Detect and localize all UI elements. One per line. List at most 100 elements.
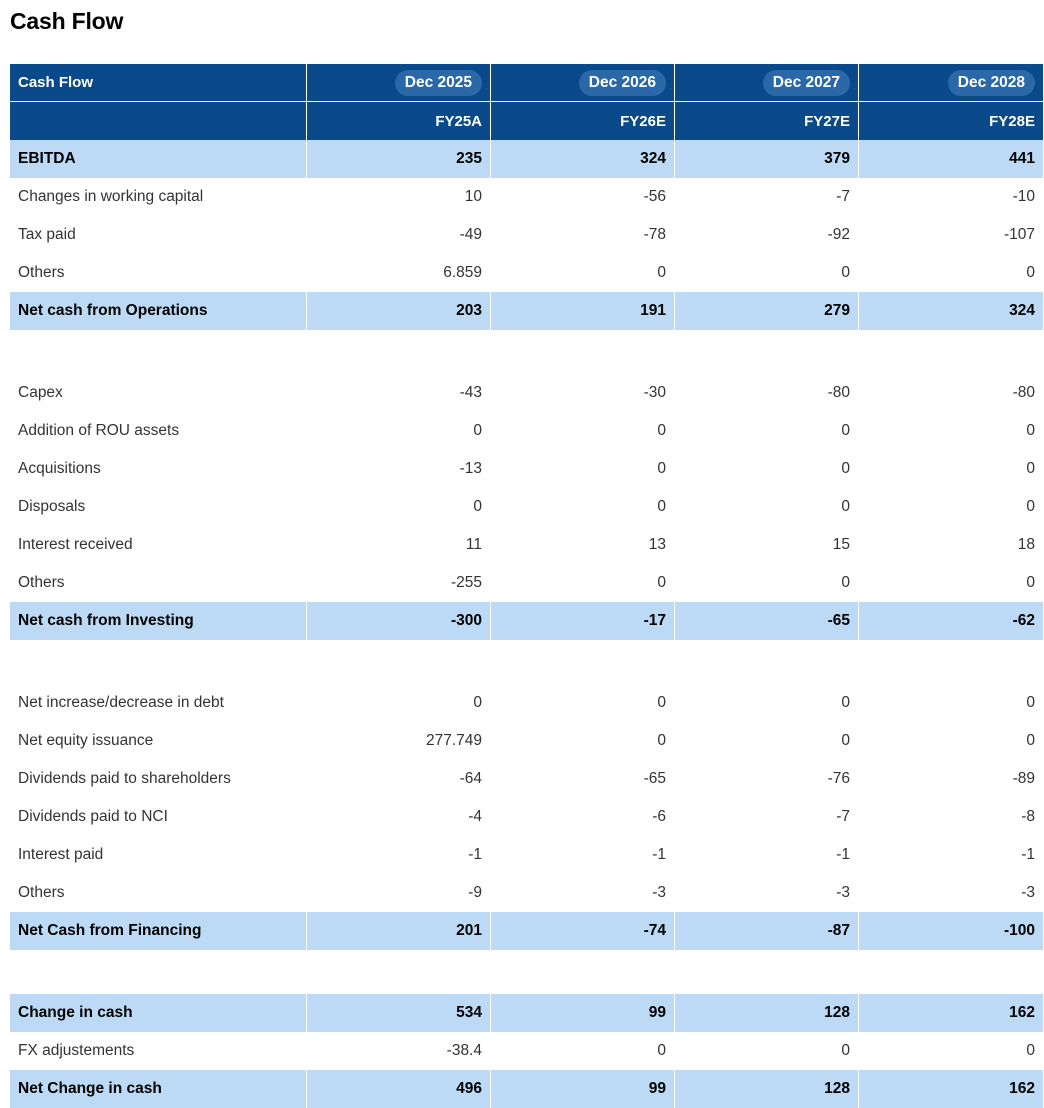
subtotal-row: Net cash from Operations 203 191 279 324 [10,292,1043,330]
row-value: 277.749 [425,732,482,749]
table-row: Dividends paid to shareholders -64 -65 -76 -… [10,760,1043,798]
row-value: -17 [490,602,674,640]
row-value: -8 [1021,808,1035,825]
row-value: 0 [657,694,666,711]
row-value: 203 [306,292,490,330]
row-value: 10 [464,188,482,205]
row-value: -107 [1003,226,1035,243]
row-value: -80 [1012,384,1035,401]
row-value: -300 [306,602,490,640]
row-value: -89 [1012,770,1035,787]
row-value: -4 [468,808,482,825]
row-value: -62 [858,602,1043,640]
row-value: -64 [459,770,482,787]
period-label: FY26E [490,102,674,140]
row-value: -6 [652,808,666,825]
row-value: -87 [674,912,858,950]
row-value: -49 [459,226,482,243]
row-value: 0 [841,264,850,281]
header-date-cell: Dec 2025 [306,64,490,102]
table-row: Changes in working capital 10 -56 -7 -10 [10,178,1043,216]
table-row: Interest paid -1 -1 -1 -1 [10,836,1043,874]
table-row: Acquisitions -13 0 0 0 [10,450,1043,488]
row-label: Net Change in cash [10,1070,306,1108]
row-value: 0 [1026,460,1035,477]
row-value: -43 [459,384,482,401]
row-label: Net cash from Operations [10,292,306,330]
row-value: -38.4 [446,1042,482,1059]
row-label: Interest paid [18,846,104,863]
row-value: 0 [657,732,666,749]
row-value: 0 [841,574,850,591]
row-value: 6.859 [443,264,482,281]
period-label: FY27E [674,102,858,140]
header-date-cell: Dec 2027 [674,64,858,102]
row-value: 379 [674,140,858,178]
row-label: Net cash from Investing [10,602,306,640]
period-label: FY25A [306,102,490,140]
row-label: Others [18,574,65,591]
header-label: Cash Flow [10,64,306,102]
row-value: 0 [657,422,666,439]
row-value: 0 [657,264,666,281]
section-spacer [10,640,1043,684]
header-row-periods: FY25A FY26E FY27E FY28E [10,102,1043,140]
subtotal-row: Net Cash from Financing 201 -74 -87 -100 [10,912,1043,950]
section-spacer [10,950,1043,994]
table-row: Net increase/decrease in debt 0 0 0 0 [10,684,1043,722]
page-title: Cash Flow [10,8,124,34]
row-value: 0 [1026,1042,1035,1059]
section-spacer [10,330,1043,374]
table-row: Others 6.859 0 0 0 [10,254,1043,292]
row-value: 11 [465,536,482,553]
row-value: 0 [1026,732,1035,749]
row-value: -3 [836,884,850,901]
row-value: 162 [858,1070,1043,1108]
row-value: 0 [657,1042,666,1059]
table-row: Capex -43 -30 -80 -80 [10,374,1043,412]
row-value: 441 [858,140,1043,178]
row-label: Dividends paid to NCI [18,808,168,825]
row-value: 0 [841,694,850,711]
row-value: 496 [306,1070,490,1108]
table-row: Others -9 -3 -3 -3 [10,874,1043,912]
row-value: 0 [1026,422,1035,439]
table-row: FX adjustements -38.4 0 0 0 [10,1032,1043,1070]
header-blank-cell [10,102,306,140]
row-label: Interest received [18,536,133,553]
subtotal-row: Net cash from Investing -300 -17 -65 -62 [10,602,1043,640]
row-value: -1 [468,846,482,863]
row-label: FX adjustements [18,1042,135,1059]
row-value: 0 [657,574,666,591]
row-label: Capex [18,384,63,401]
row-value: 0 [657,460,666,477]
row-label: Dividends paid to shareholders [18,770,231,787]
row-value: -3 [652,884,666,901]
row-value: 0 [841,1042,850,1059]
row-value: 0 [841,422,850,439]
row-label: Disposals [18,498,86,515]
row-label: Others [18,264,65,281]
table-body: EBITDA 235 324 379 441 Changes in working cap… [10,140,1043,1108]
subtotal-row: Net Change in cash 496 99 128 162 [10,1070,1043,1108]
row-value: 99 [490,994,674,1032]
row-value: -65 [674,602,858,640]
row-value: 0 [657,498,666,515]
row-value: -1 [836,846,850,863]
row-label: EBITDA [10,140,306,178]
row-value: 0 [841,498,850,515]
row-label: Net Cash from Financing [10,912,306,950]
date-pill: Dec 2026 [578,69,666,96]
row-value: 18 [1017,536,1035,553]
row-label: Addition of ROU assets [18,422,180,439]
period-label: FY28E [858,102,1043,140]
row-label: Others [18,884,65,901]
row-value: 0 [1026,498,1035,515]
row-value: -1 [652,846,666,863]
table-row: Dividends paid to NCI -4 -6 -7 -8 [10,798,1043,836]
row-value: -56 [643,188,666,205]
table-row: Tax paid -49 -78 -92 -107 [10,216,1043,254]
row-label: Net increase/decrease in debt [18,694,224,711]
row-value: 0 [841,460,850,477]
row-value: -9 [468,884,482,901]
